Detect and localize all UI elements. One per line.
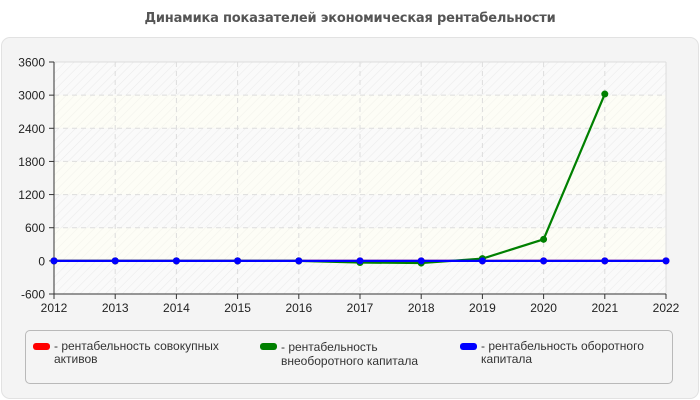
legend-label-cont: внеоборотного капитала [281,354,418,368]
data-point[interactable] [417,257,425,265]
x-axis-ticks: 2012 2013 2014 2015 2016 2017 2018 2019 2020 2021… [41,294,680,315]
data-point[interactable] [111,257,119,265]
y-tick-label: 1200 [18,188,45,202]
data-point[interactable] [662,257,670,265]
data-point[interactable] [234,257,242,265]
data-point[interactable] [172,257,180,265]
y-tick-label: -600 [21,288,45,302]
y-tick-label: 1800 [18,155,45,169]
x-tick-label: 2020 [530,301,557,315]
x-tick-label: 2014 [163,301,190,315]
legend-label-cont: капитала [481,352,533,366]
y-tick-label: 0 [38,254,45,268]
data-point[interactable] [478,257,486,265]
legend-swatch-green [260,343,277,350]
x-tick-label: 2022 [653,301,680,315]
y-tick-label: 2400 [18,122,45,136]
series-lines [50,90,670,267]
legend-label-cont: активов [54,352,98,366]
data-point[interactable] [356,257,364,265]
x-tick-label: 2017 [347,301,374,315]
data-point[interactable] [601,257,609,265]
legend-label: - рентабельность [281,340,378,354]
x-tick-label: 2012 [41,301,68,315]
data-point[interactable] [540,257,548,265]
y-tick-label: 3600 [18,56,45,70]
legend-swatch-blue [460,343,477,350]
legend-swatch-red [33,343,50,350]
x-tick-label: 2019 [469,301,496,315]
data-point[interactable] [601,90,609,98]
legend-label: - рентабельность оборотного [481,339,644,353]
y-axis-ticks: -600 0 600 1200 1800 2400 3000 3600 [18,56,54,302]
series-2 [50,257,670,265]
y-tick-label: 600 [25,221,45,235]
x-tick-label: 2018 [408,301,435,315]
x-tick-label: 2013 [102,301,129,315]
data-point[interactable] [540,235,548,243]
data-point[interactable] [295,257,303,265]
x-tick-label: 2021 [591,301,618,315]
legend-label: - рентабельность совокупных [54,339,219,353]
x-tick-label: 2016 [285,301,312,315]
chart-title: Динамика показателей экономическая рента… [144,11,556,26]
y-tick-label: 3000 [18,89,45,103]
legend: - рентабельность совокупных активов - рен… [25,330,673,384]
x-tick-label: 2015 [224,301,251,315]
data-point[interactable] [50,257,58,265]
